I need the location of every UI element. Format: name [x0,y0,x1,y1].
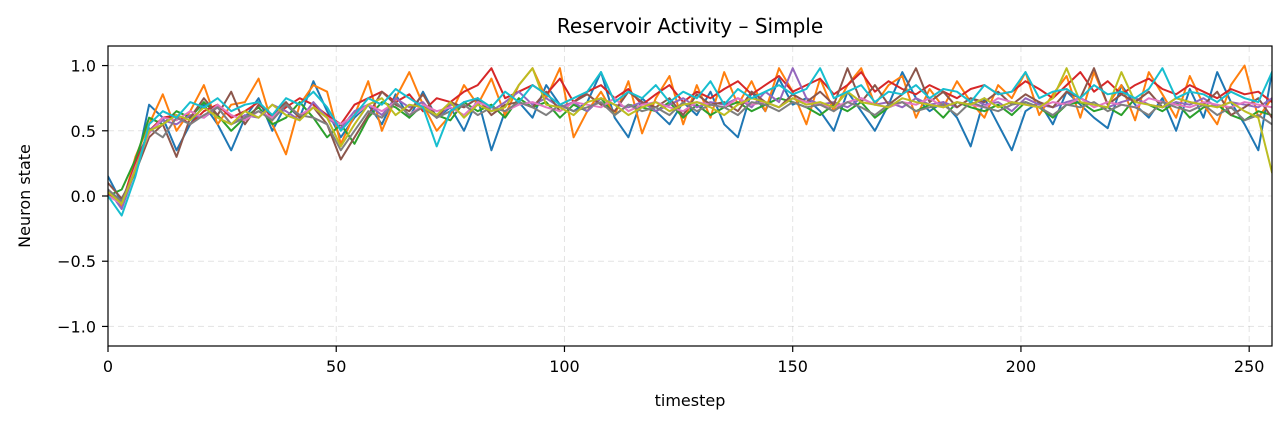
x-tick-label: 100 [549,357,580,376]
y-tick-label: 0.5 [71,122,96,141]
series-line-7 [108,97,1272,205]
x-tick-label: 0 [103,357,113,376]
x-tick-label: 50 [326,357,346,376]
y-tick-label: 1.0 [71,57,96,76]
x-tick-label: 150 [777,357,808,376]
y-tick-label: −1.0 [57,317,96,336]
series-line-4 [108,67,1272,204]
series-line-8 [108,101,1272,203]
x-axis-ticks: 0 50 100 150 200 250 [103,346,1265,376]
x-axis-label: timestep [655,391,726,410]
y-tick-label: 0.0 [71,187,96,206]
x-tick-label: 200 [1006,357,1037,376]
series-line-1 [108,71,1272,204]
grid-lines [107,46,1272,346]
y-tick-label: −0.5 [57,252,96,271]
series-line-3 [108,97,1272,197]
y-axis-ticks: −1.0 −0.5 0.0 0.5 1.0 [57,57,108,336]
x-tick-label: 250 [1234,357,1265,376]
series-lines [108,64,1272,217]
y-axis-label: Neuron state [15,144,34,248]
series-line-10 [108,67,1272,217]
chart-title: Reservoir Activity – Simple [557,14,823,38]
